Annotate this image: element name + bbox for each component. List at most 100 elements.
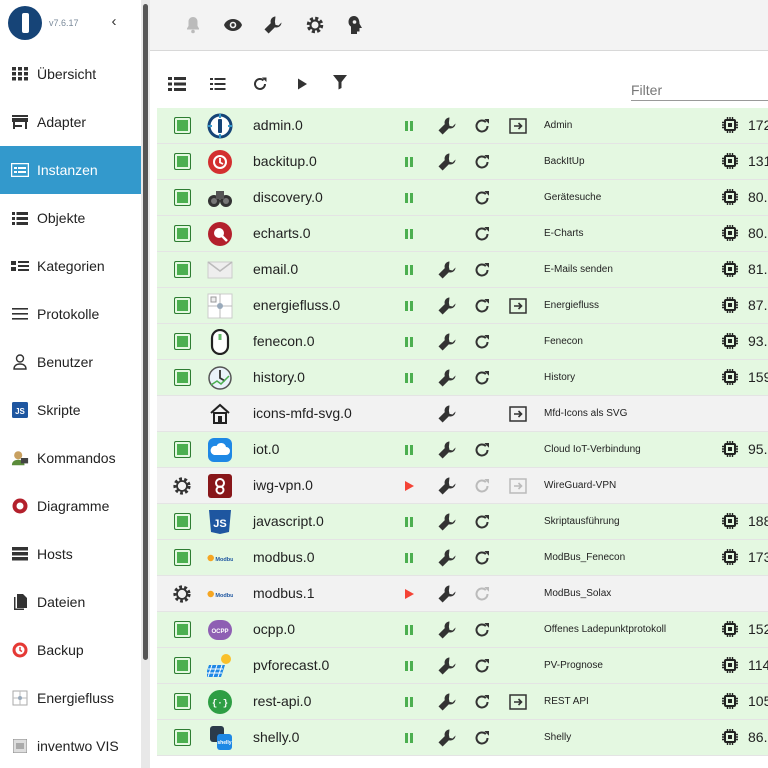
- open-link-icon[interactable]: [508, 116, 528, 136]
- enabled-checkbox[interactable]: [174, 333, 191, 350]
- reload-icon[interactable]: [473, 117, 491, 135]
- wrench-icon[interactable]: [262, 14, 284, 36]
- sidebar-item-hosts[interactable]: Hosts: [0, 530, 141, 578]
- reload-icon[interactable]: [473, 225, 491, 243]
- settings-gear-icon[interactable]: [304, 14, 326, 36]
- wrench-icon[interactable]: [437, 152, 457, 172]
- reload-icon[interactable]: [473, 657, 491, 675]
- expert-mode-icon[interactable]: [344, 14, 366, 36]
- enabled-checkbox[interactable]: [174, 117, 191, 134]
- reload-icon[interactable]: [473, 189, 491, 207]
- pause-icon[interactable]: [402, 659, 416, 673]
- sidebar-item-benutzer[interactable]: Benutzer: [0, 338, 141, 386]
- sidebar-item-kategorien[interactable]: Kategorien: [0, 242, 141, 290]
- enabled-checkbox[interactable]: [174, 189, 191, 206]
- wrench-icon[interactable]: [437, 368, 457, 388]
- sidebar-item-objekte[interactable]: Objekte: [0, 194, 141, 242]
- wrench-icon[interactable]: [437, 692, 457, 712]
- pause-icon[interactable]: [402, 263, 416, 277]
- reload-icon[interactable]: [473, 333, 491, 351]
- reload-icon[interactable]: [473, 729, 491, 747]
- enabled-checkbox[interactable]: [174, 441, 191, 458]
- enabled-checkbox[interactable]: [174, 513, 191, 530]
- sidebar-item-diagramme[interactable]: Diagramme: [0, 482, 141, 530]
- sidebar-item-energiefluss[interactable]: Energiefluss: [0, 674, 141, 722]
- wrench-icon[interactable]: [437, 116, 457, 136]
- wrench-icon[interactable]: [437, 656, 457, 676]
- pause-icon[interactable]: [402, 551, 416, 565]
- reload-icon[interactable]: [473, 153, 491, 171]
- reload-icon[interactable]: [473, 693, 491, 711]
- iobroker-logo[interactable]: [8, 6, 42, 40]
- play-icon[interactable]: [402, 479, 416, 493]
- sidebar-item-kommandos[interactable]: Kommandos: [0, 434, 141, 482]
- reload-icon[interactable]: [473, 261, 491, 279]
- pause-icon[interactable]: [402, 299, 416, 313]
- enabled-checkbox[interactable]: [174, 621, 191, 638]
- enabled-checkbox[interactable]: [174, 657, 191, 674]
- open-link-icon[interactable]: [508, 692, 528, 712]
- pause-icon[interactable]: [402, 371, 416, 385]
- enabled-checkbox[interactable]: [174, 153, 191, 170]
- pause-icon[interactable]: [402, 515, 416, 529]
- bell-icon[interactable]: [182, 14, 204, 36]
- reload-icon[interactable]: [473, 369, 491, 387]
- wrench-icon[interactable]: [437, 584, 457, 604]
- sidebar-item-dateien[interactable]: Dateien: [0, 578, 141, 626]
- play-icon[interactable]: [402, 587, 416, 601]
- open-link-icon[interactable]: [508, 296, 528, 316]
- reload-icon[interactable]: [473, 621, 491, 639]
- filter-icon[interactable]: [330, 72, 350, 92]
- pause-icon[interactable]: [402, 443, 416, 457]
- reload-icon[interactable]: [473, 297, 491, 315]
- enabled-checkbox[interactable]: [174, 297, 191, 314]
- reload-icon[interactable]: [250, 74, 270, 94]
- sidebar-item-adapter[interactable]: Adapter: [0, 98, 141, 146]
- pause-icon[interactable]: [402, 227, 416, 241]
- open-link-icon[interactable]: [508, 476, 528, 496]
- pause-icon[interactable]: [402, 623, 416, 637]
- enabled-checkbox[interactable]: [174, 729, 191, 746]
- enabled-checkbox[interactable]: [174, 225, 191, 242]
- reload-icon[interactable]: [473, 549, 491, 567]
- expanded-view-icon[interactable]: [167, 74, 187, 94]
- enabled-checkbox[interactable]: [174, 261, 191, 278]
- enabled-checkbox[interactable]: [174, 549, 191, 566]
- collapse-sidebar-button[interactable]: ‹: [111, 13, 117, 30]
- reload-icon[interactable]: [473, 441, 491, 459]
- wrench-icon[interactable]: [437, 512, 457, 532]
- sidebar-item-protokolle[interactable]: Protokolle: [0, 290, 141, 338]
- stopped-gear-icon[interactable]: [172, 584, 192, 604]
- wrench-icon[interactable]: [437, 296, 457, 316]
- enabled-checkbox[interactable]: [174, 693, 191, 710]
- enabled-checkbox[interactable]: [174, 369, 191, 386]
- eye-icon[interactable]: [222, 14, 244, 36]
- pause-icon[interactable]: [402, 119, 416, 133]
- filter-input[interactable]: [631, 79, 768, 101]
- compact-list-icon[interactable]: [208, 74, 228, 94]
- wrench-icon[interactable]: [437, 548, 457, 568]
- pause-icon[interactable]: [402, 695, 416, 709]
- sidebar-item-backup[interactable]: Backup: [0, 626, 141, 674]
- sidebar-item-übersicht[interactable]: Übersicht: [0, 50, 141, 98]
- wrench-icon[interactable]: [437, 620, 457, 640]
- sidebar-item-skripte[interactable]: JS Skripte: [0, 386, 141, 434]
- wrench-icon[interactable]: [437, 404, 457, 424]
- pause-icon[interactable]: [402, 155, 416, 169]
- reload-icon[interactable]: [473, 513, 491, 531]
- wrench-icon[interactable]: [437, 728, 457, 748]
- sidebar-scrollbar-thumb[interactable]: [143, 4, 148, 660]
- wrench-icon[interactable]: [437, 260, 457, 280]
- pause-icon[interactable]: [402, 731, 416, 745]
- play-all-icon[interactable]: [292, 74, 312, 94]
- pause-icon[interactable]: [402, 335, 416, 349]
- reload-icon[interactable]: [473, 477, 491, 495]
- stopped-gear-icon[interactable]: [172, 476, 192, 496]
- open-link-icon[interactable]: [508, 404, 528, 424]
- wrench-icon[interactable]: [437, 476, 457, 496]
- sidebar-item-instanzen[interactable]: Instanzen: [0, 146, 141, 194]
- wrench-icon[interactable]: [437, 440, 457, 460]
- wrench-icon[interactable]: [437, 332, 457, 352]
- pause-icon[interactable]: [402, 191, 416, 205]
- sidebar-item-inventwo-vis[interactable]: inventwo VIS: [0, 722, 141, 768]
